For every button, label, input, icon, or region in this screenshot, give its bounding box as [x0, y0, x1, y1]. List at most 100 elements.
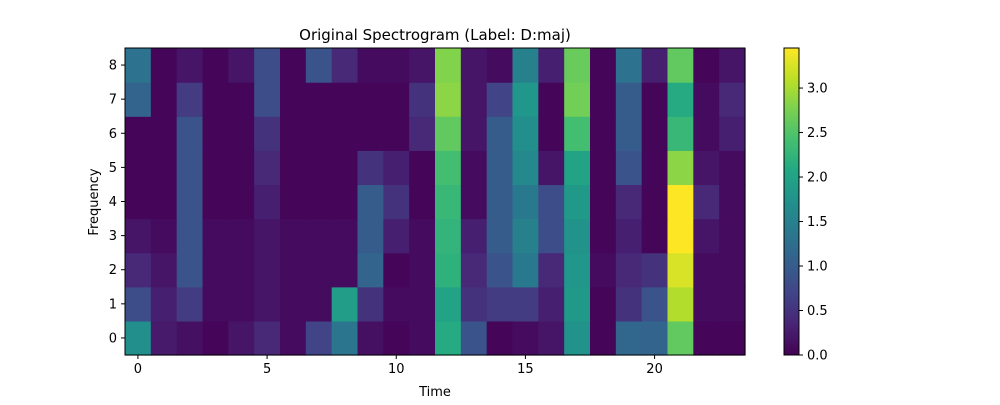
heatmap-cell: [357, 116, 384, 151]
heatmap-cell: [512, 48, 539, 83]
heatmap-cell: [305, 218, 333, 254]
heatmap-cell: [150, 150, 178, 186]
heatmap-cell: [228, 286, 255, 322]
heatmap-cell: [512, 82, 539, 117]
heatmap-cell: [693, 82, 720, 117]
heatmap-cell: [176, 82, 204, 117]
heatmap-cell: [590, 320, 617, 356]
heatmap-cell: [305, 286, 333, 322]
heatmap-cell: [357, 82, 384, 117]
heatmap-cell: [280, 150, 307, 186]
heatmap-cell: [383, 252, 410, 288]
heatmap-cell: [667, 82, 694, 117]
heatmap-cell: [435, 116, 462, 151]
heatmap-cell: [254, 48, 281, 83]
heatmap-cell: [667, 116, 694, 151]
heatmap-cell: [331, 218, 359, 254]
heatmap-cell: [305, 116, 333, 151]
heatmap-cell: [590, 116, 617, 151]
heatmap-cell: [202, 48, 229, 83]
heatmap-cell: [641, 286, 669, 322]
heatmap-cell: [228, 82, 255, 117]
heatmap-cell: [693, 184, 720, 220]
heatmap-cell: [409, 82, 436, 117]
heatmap-cell: [150, 218, 178, 254]
heatmap-cell: [460, 218, 488, 254]
heatmap-cell: [538, 252, 565, 288]
heatmap-cell: [254, 116, 281, 151]
heatmap-cell: [305, 48, 333, 83]
heatmap-cell: [228, 116, 255, 151]
heatmap-cell: [305, 82, 333, 117]
heatmap-cell: [280, 48, 307, 83]
heatmap-cell: [150, 184, 178, 220]
heatmap-cell: [435, 48, 462, 83]
heatmap-cell: [486, 320, 514, 356]
heatmap-cell: [719, 286, 746, 322]
heatmap-cell: [693, 48, 720, 83]
heatmap-cell: [564, 252, 591, 288]
heatmap-cell: [150, 82, 178, 117]
heatmap-cell: [202, 184, 229, 220]
heatmap-cell: [615, 48, 643, 83]
x-axis-ticks: 0 5 10 15 20: [134, 355, 663, 377]
heatmap-cell: [667, 320, 694, 356]
colorbar: [783, 47, 800, 356]
heatmap-cell: [176, 320, 204, 356]
heatmap-cell: [228, 150, 255, 186]
colorbar-tick-label: 1.5: [807, 215, 828, 230]
heatmap-cell: [357, 184, 384, 220]
y-tick-label: 6: [109, 127, 117, 142]
heatmap-cell: [409, 286, 436, 322]
heatmap-cell: [125, 320, 152, 356]
heatmap-cell: [590, 150, 617, 186]
heatmap-cell: [254, 150, 281, 186]
heatmap-cell: [150, 48, 178, 83]
x-tick-label: 15: [517, 362, 534, 377]
colorbar-tick-label: 1.0: [807, 260, 828, 275]
heatmap-cell: [512, 286, 539, 322]
y-tick-label: 8: [109, 59, 117, 74]
heatmap-cell: [357, 320, 384, 356]
heatmap-cell: [435, 184, 462, 220]
heatmap-cell: [202, 150, 229, 186]
heatmap-cell: [641, 320, 669, 356]
heatmap-cell: [228, 184, 255, 220]
heatmap-cell: [383, 218, 410, 254]
heatmap-cell: [228, 320, 255, 356]
heatmap-cell: [615, 150, 643, 186]
heatmap-cell: [486, 218, 514, 254]
heatmap-cell: [202, 320, 229, 356]
heatmap-cell: [125, 184, 152, 220]
heatmap-cell: [202, 252, 229, 288]
heatmap-cell: [486, 252, 514, 288]
heatmap-cell: [719, 252, 746, 288]
heatmap-cell: [280, 320, 307, 356]
colorbar-tick-label: 3.0: [807, 82, 828, 97]
heatmap-cell: [538, 320, 565, 356]
heatmap-cell: [538, 184, 565, 220]
heatmap-cell: [693, 218, 720, 254]
heatmap-cell: [125, 150, 152, 186]
heatmap-cell: [538, 82, 565, 117]
heatmap-cell: [357, 252, 384, 288]
heatmap-cell: [538, 150, 565, 186]
heatmap-cell: [176, 184, 204, 220]
heatmap-cell: [641, 150, 669, 186]
heatmap-cell: [176, 218, 204, 254]
heatmap-cell: [305, 184, 333, 220]
colorbar-tick-label: 2.5: [807, 126, 828, 141]
heatmap-cell: [254, 82, 281, 117]
heatmap-cell: [564, 184, 591, 220]
heatmap-cell: [486, 184, 514, 220]
heatmap-cell: [564, 286, 591, 322]
heatmap-cell: [435, 218, 462, 254]
heatmap-cell: [460, 116, 488, 151]
heatmap-cell: [125, 48, 152, 83]
heatmap-cell: [512, 150, 539, 186]
heatmap-cell: [254, 286, 281, 322]
heatmap-cell: [383, 150, 410, 186]
heatmap-cell: [435, 252, 462, 288]
heatmap-cell: [512, 116, 539, 151]
x-tick-label: 5: [263, 362, 271, 377]
